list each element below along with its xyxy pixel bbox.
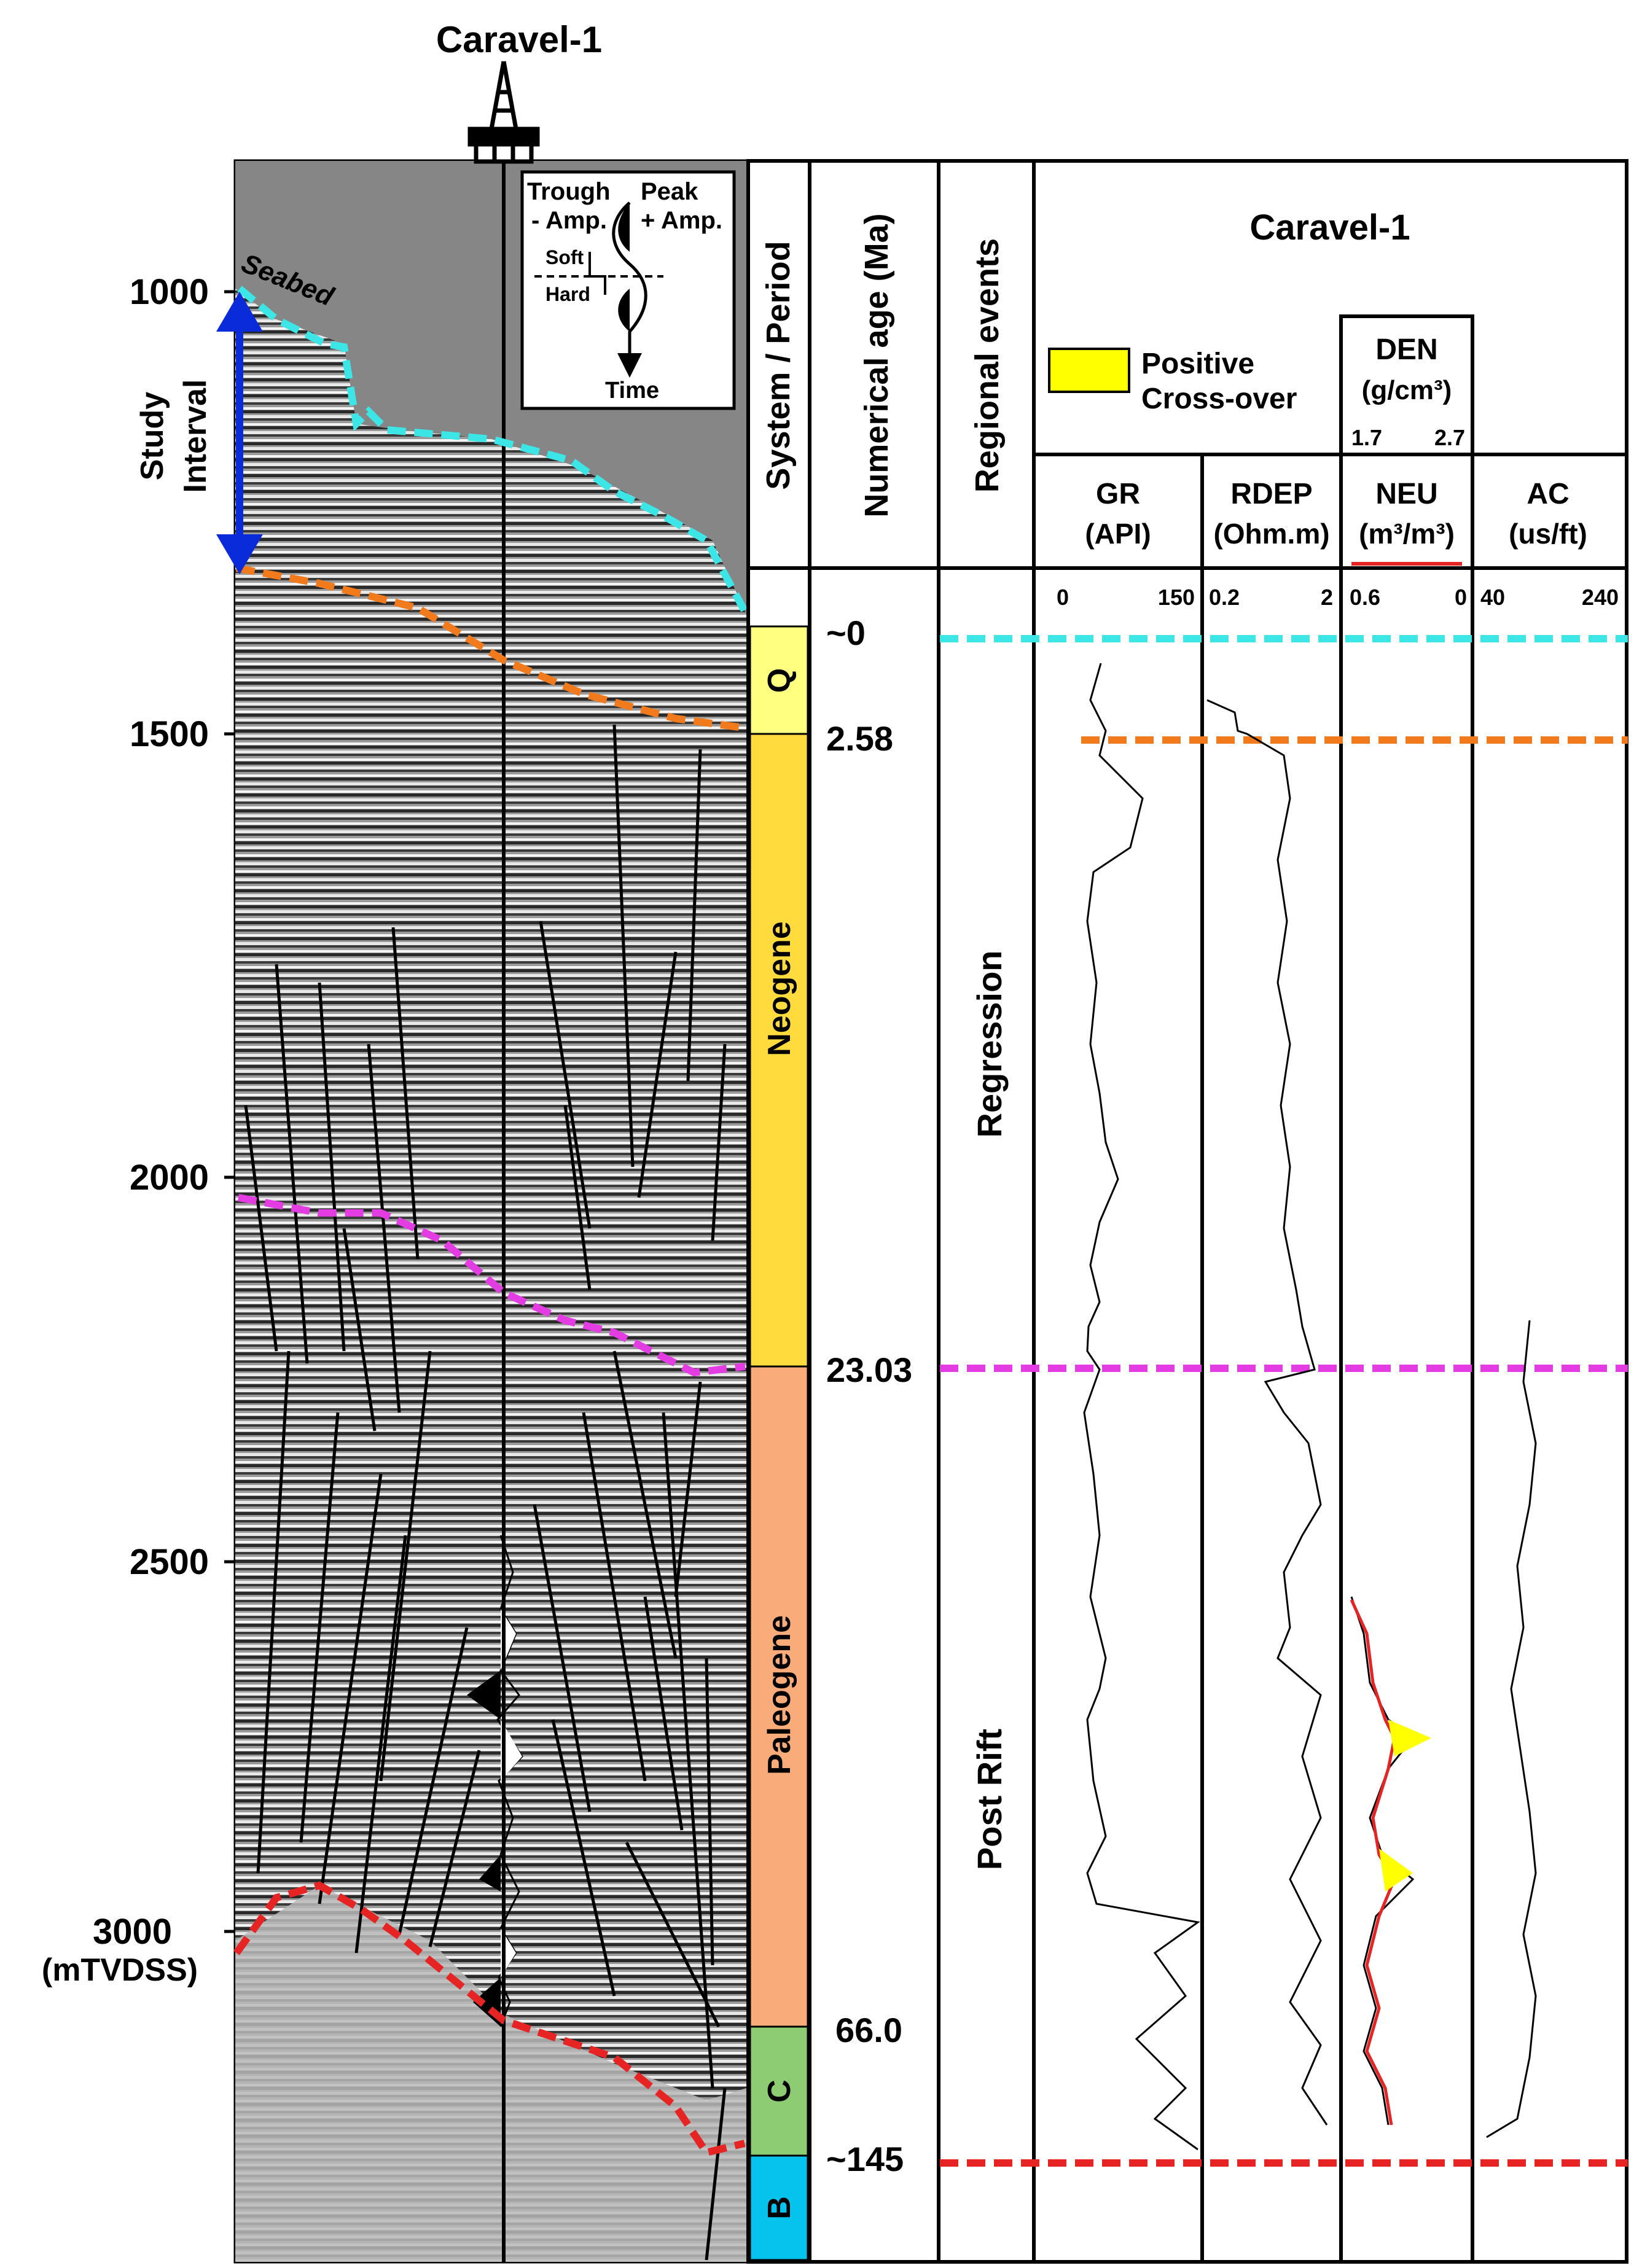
ac-curve	[1486, 1320, 1537, 2138]
ac-max: 240	[1582, 585, 1619, 610]
age-23.03: 23.03	[826, 1350, 912, 1389]
event-regression: Regression	[970, 951, 1009, 1138]
ages: ~0 2.58 23.03 66.0 ~145	[826, 614, 912, 2178]
rdep-name: RDEP	[1230, 478, 1312, 510]
period-label-c: C	[762, 2079, 797, 2103]
gr-max: 150	[1158, 585, 1195, 610]
age-2.58: 2.58	[826, 719, 893, 758]
depth-tick-2000: 2000	[130, 1158, 209, 1198]
depth-tick-3000: 3000	[93, 1912, 172, 1952]
period-label-q: Q	[762, 668, 797, 693]
age-145: ~145	[826, 2140, 904, 2178]
period-c	[749, 2025, 809, 2157]
den-name: DEN	[1375, 333, 1437, 366]
den-min: 1.7	[1351, 425, 1382, 450]
derrick-icon	[467, 61, 540, 164]
gr-unit: (API)	[1085, 518, 1151, 550]
period-neogene	[749, 733, 809, 1368]
period-paleogene	[749, 1365, 809, 2028]
depth-tick-1000: 1000	[130, 272, 209, 312]
polarity-hard: Hard	[545, 283, 590, 305]
polarity-legend: Trough Peak - Amp. + Amp. Soft Hard Time	[520, 170, 736, 410]
polarity-time: Time	[605, 378, 659, 403]
study-interval-label-2: Interval	[178, 380, 213, 493]
gr-curve	[1083, 663, 1200, 2151]
den-max: 2.7	[1434, 425, 1465, 450]
study-interval-label: Study	[135, 392, 170, 481]
horizon-cretaceous-top	[233, 1881, 746, 2157]
wavelet-icon	[612, 201, 647, 362]
neu-name: NEU	[1375, 478, 1437, 510]
period-label-b: B	[762, 2196, 797, 2219]
den-unit: (g/cm³)	[1362, 375, 1452, 405]
neu-min: 0.6	[1350, 585, 1380, 610]
crossover-label-2: Cross-over	[1141, 383, 1297, 415]
horizon-markers	[940, 635, 1628, 2167]
rdep-max: 2	[1321, 585, 1333, 610]
depth-unit: (mTVDSS)	[42, 1952, 198, 1988]
period-b	[749, 2154, 809, 2261]
header-regional-events: Regional events	[969, 238, 1006, 493]
ac-unit: (us/ft)	[1509, 518, 1587, 550]
period-label-neogene: Neogene	[762, 921, 797, 1056]
rdep-unit: (Ohm.m)	[1213, 518, 1329, 550]
crossover-swatch	[1048, 348, 1130, 393]
polarity-neg-amp: - Amp.	[531, 207, 607, 234]
faults	[244, 724, 727, 2261]
logs-header: Positive Cross-over DEN (g/cm³) 1.7 2.7 …	[1048, 333, 1619, 610]
polarity-trough: Trough	[527, 178, 611, 205]
crossover-fill	[1379, 1720, 1431, 1892]
rdep-min: 0.2	[1209, 585, 1240, 610]
ac-name: AC	[1527, 478, 1569, 510]
age-0: ~0	[826, 614, 866, 652]
horizon-quaternary-base	[235, 564, 744, 731]
crossover-label-1: Positive	[1141, 348, 1254, 380]
age-66.0: 66.0	[835, 2011, 902, 2049]
neu-curve	[1350, 1599, 1396, 2126]
gr-min: 0	[1057, 585, 1069, 610]
well-title: Caravel-1	[436, 19, 602, 60]
polarity-soft: Soft	[545, 246, 584, 268]
event-post-rift: Post Rift	[970, 1729, 1009, 1870]
strat-table	[746, 159, 1628, 2264]
neu-unit: (m³/m³)	[1359, 518, 1455, 550]
seismic-section: Study Interval Seabed Trough Peak - Amp.…	[42, 159, 750, 2264]
ac-min: 40	[1480, 585, 1505, 610]
depth-axis: 1000 1500 2000 2500 3000 (mTVDSS)	[42, 272, 235, 1988]
header-well: Caravel-1	[1249, 208, 1410, 247]
period-q	[749, 625, 809, 735]
period-label-paleogene: Paleogene	[762, 1615, 797, 1775]
header-numerical-age: Numerical age (Ma)	[858, 213, 895, 517]
log-curves	[1083, 663, 1537, 2151]
horizon-neogene-base	[237, 1194, 746, 1377]
polarity-pos-amp: + Amp.	[641, 207, 722, 234]
study-interval-arrow	[216, 292, 263, 574]
rdep-curve	[1206, 699, 1328, 2126]
period-column: Q Neogene Paleogene C B	[749, 625, 809, 2261]
header-system-period: System / Period	[760, 241, 797, 489]
depth-tick-2500: 2500	[130, 1542, 209, 1582]
gr-name: GR	[1096, 478, 1140, 510]
seismic-reflectors	[235, 289, 746, 2262]
depth-tick-1500: 1500	[130, 714, 209, 754]
polarity-peak: Peak	[641, 178, 698, 205]
neu-max: 0	[1455, 585, 1467, 610]
seismic-deep-zone	[235, 1885, 746, 2262]
time-arrow-icon	[617, 353, 642, 378]
